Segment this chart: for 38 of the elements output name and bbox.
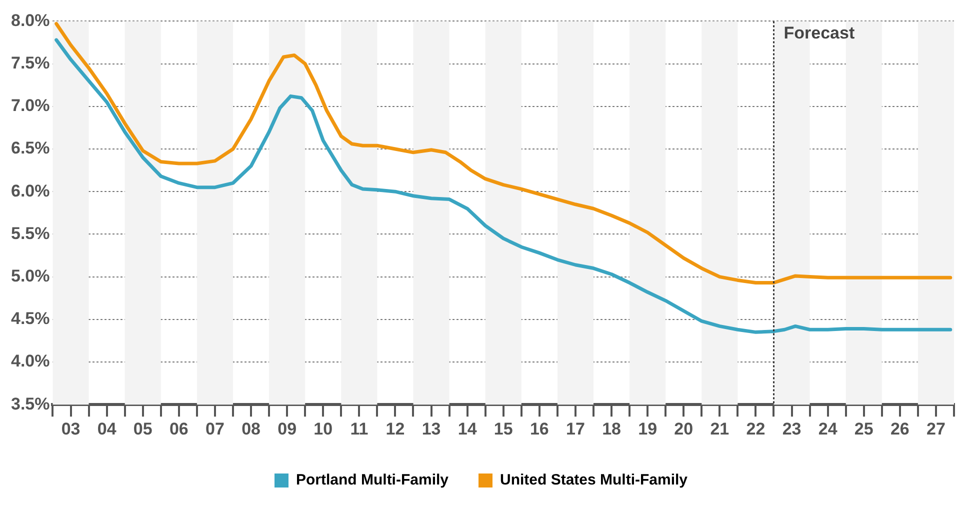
y-tick-label: 7.0%	[11, 96, 50, 116]
x-tick-label: 06	[169, 419, 188, 438]
y-tick-label: 8.0%	[11, 10, 50, 30]
y-tick-label: 6.5%	[11, 138, 50, 158]
x-tick-label: 15	[494, 419, 513, 438]
legend-label: United States Multi-Family	[500, 472, 688, 489]
y-tick-label: 6.0%	[11, 181, 50, 200]
x-tick-label: 14	[458, 419, 478, 438]
x-tick-label: 23	[782, 419, 802, 438]
x-tick-label: 24	[818, 419, 838, 438]
ref-line-label: Forecast	[784, 23, 855, 42]
x-tick-label: 25	[854, 419, 874, 438]
y-tick-label: 5.5%	[11, 224, 50, 243]
x-tick-label: 19	[638, 419, 658, 438]
x-tick-label: 26	[890, 419, 910, 438]
x-tick-label: 07	[206, 419, 224, 438]
x-tick-label: 10	[314, 419, 333, 438]
y-tick-label: 5.0%	[11, 266, 50, 286]
x-tick-label: 12	[386, 419, 405, 438]
x-tick-label: 21	[710, 419, 730, 438]
x-tick-label: 27	[926, 419, 946, 438]
y-tick-label: 3.5%	[11, 394, 50, 414]
y-tick-label: 4.0%	[11, 352, 50, 371]
x-tick-label: 05	[133, 419, 152, 438]
x-tick-label: 08	[242, 419, 260, 438]
x-tick-label: 03	[61, 419, 80, 438]
x-tick-label: 11	[350, 419, 368, 438]
x-tick-label: 18	[602, 419, 621, 438]
x-tick-label: 17	[566, 419, 585, 438]
x-tick-label: 20	[674, 419, 694, 438]
x-tick-label: 22	[746, 419, 766, 438]
x-tick-label: 13	[422, 419, 441, 438]
y-tick-label: 7.5%	[11, 53, 50, 72]
y-tick-label: 4.5%	[11, 309, 50, 328]
x-tick-label: 09	[278, 419, 297, 438]
x-tick-label: 04	[97, 419, 117, 438]
x-tick-label: 16	[530, 419, 549, 438]
legend-label: Portland Multi-Family	[296, 472, 450, 489]
